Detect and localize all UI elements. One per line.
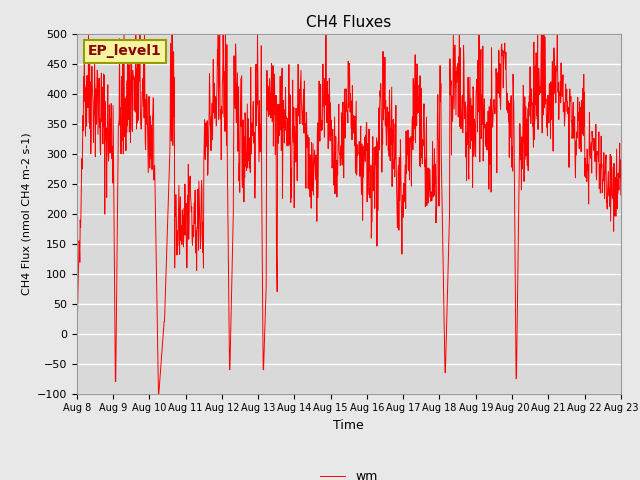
Y-axis label: CH4 Flux (nmol CH4 m-2 s-1): CH4 Flux (nmol CH4 m-2 s-1) [21,132,31,295]
wm [505,108,513,114]
wm [73,343,81,348]
wm [182,232,189,238]
Line: wm: wm [77,34,621,394]
wm [84,31,92,36]
wm [434,92,442,97]
wm [155,391,163,396]
X-axis label: Time: Time [333,419,364,432]
wm [255,98,263,104]
wm [195,247,202,253]
Text: EP_level1: EP_level1 [88,44,161,59]
wm [553,57,561,62]
Title: CH4 Fluxes: CH4 Fluxes [306,15,392,30]
wm [617,192,625,198]
Legend: wm: wm [315,465,383,480]
